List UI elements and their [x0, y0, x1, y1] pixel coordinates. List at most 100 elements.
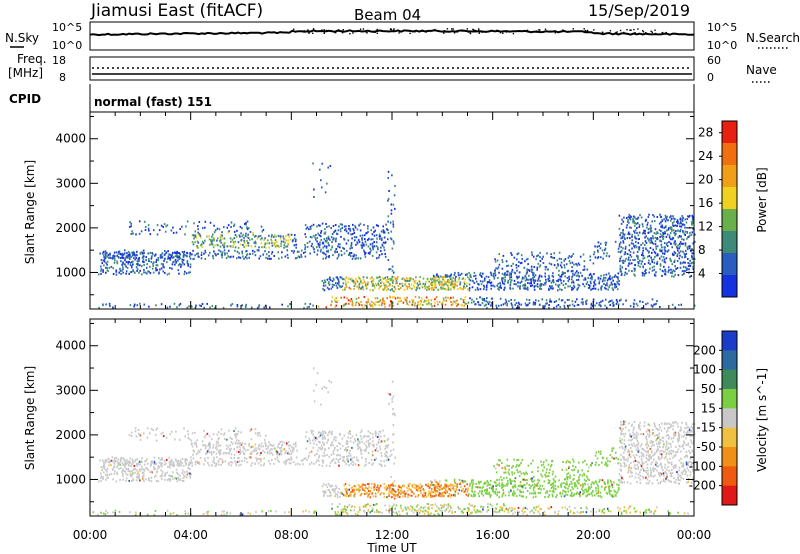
- velocity-cell: [392, 484, 395, 487]
- power-cell: [267, 239, 269, 242]
- power-cell: [223, 237, 226, 240]
- velocity-cell: [506, 464, 508, 467]
- velocity-cell: [361, 487, 364, 490]
- velocity-cell: [215, 452, 218, 455]
- velocity-cell: [318, 441, 321, 443]
- power-cell: [337, 282, 339, 285]
- power-cell: [584, 278, 587, 281]
- power-cell: [149, 272, 152, 275]
- power-cell: [343, 237, 345, 240]
- power-cell: [132, 251, 135, 254]
- velocity-cell: [342, 459, 344, 462]
- power-cell: [659, 257, 661, 260]
- power-cell: [515, 307, 518, 310]
- power-cell: [679, 230, 681, 233]
- power-cell: [622, 229, 624, 232]
- power-cell: [341, 278, 344, 281]
- velocity-cell: [163, 463, 166, 466]
- power-cell: [327, 235, 330, 238]
- power-cell: [361, 241, 364, 244]
- power-cell: [350, 252, 353, 254]
- power-cell: [163, 259, 165, 262]
- velocity-cell: [380, 452, 382, 455]
- power-cell: [465, 302, 468, 305]
- velocity-cell: [291, 446, 293, 449]
- velocity-cell: [544, 475, 547, 478]
- power-cell: [520, 261, 523, 264]
- power-cell: [620, 255, 623, 258]
- power-cell: [122, 268, 124, 271]
- velocity-cell: [386, 456, 389, 459]
- velocity-cell: [339, 447, 342, 450]
- velocity-cell: [248, 444, 250, 447]
- velocity-cell: [231, 438, 233, 440]
- power-cell: [243, 246, 245, 248]
- velocity-cell: [464, 480, 467, 483]
- velocity-cell: [136, 458, 139, 461]
- velocity-cell: [368, 483, 370, 486]
- power-cell: [196, 244, 198, 247]
- power-cell: [168, 253, 170, 256]
- velocity-cell: [161, 465, 163, 468]
- velocity-cell: [348, 452, 351, 455]
- power-cell: [627, 216, 630, 219]
- velocity-cell: [353, 485, 356, 488]
- power-cell: [424, 287, 426, 290]
- power-cell: [135, 253, 137, 256]
- velocity-cell: [339, 454, 341, 457]
- velocity-cell: [577, 471, 579, 473]
- power-cell: [323, 245, 326, 248]
- velocity-cell: [211, 464, 213, 467]
- power-cell: [654, 220, 656, 223]
- power-cell: [645, 272, 647, 274]
- velocity-cell: [125, 479, 127, 482]
- velocity-cell: [587, 490, 589, 493]
- velocity-cell: [208, 435, 211, 438]
- nsearch-dot: [586, 29, 589, 32]
- velocity-cell: [424, 494, 427, 497]
- power-cell: [424, 285, 426, 288]
- power-cell: [543, 306, 546, 309]
- velocity-cell: [504, 468, 507, 471]
- power-cell: [219, 239, 222, 242]
- power-cell: [153, 229, 155, 232]
- power-cell: [408, 300, 411, 303]
- velocity-cell: [548, 481, 551, 484]
- power-cell: [450, 296, 452, 299]
- velocity-cell: [360, 485, 363, 488]
- velocity-cell: [169, 462, 172, 465]
- power-cell: [201, 240, 204, 243]
- velocity-cell: [106, 476, 109, 479]
- velocity-cell: [344, 448, 347, 451]
- velocity-cell: [222, 460, 224, 463]
- power-cell: [650, 256, 652, 259]
- power-cell: [449, 288, 452, 291]
- velocity-cell: [234, 433, 236, 436]
- power-cell: [161, 255, 164, 258]
- velocity-cell: [599, 495, 601, 498]
- velocity-cell: [567, 476, 569, 479]
- power-cell: [504, 280, 506, 283]
- power-cell: [448, 279, 450, 282]
- power-cell: [683, 223, 686, 226]
- velocity-cell: [291, 450, 294, 453]
- power-cell: [639, 300, 641, 303]
- power-cell: [674, 224, 677, 227]
- power-cell: [359, 280, 362, 283]
- power-cell: [674, 240, 676, 243]
- power-cell: [691, 257, 694, 260]
- velocity-cell: [374, 449, 377, 452]
- power-cell: [654, 252, 657, 255]
- velocity-cell: [385, 459, 388, 462]
- power-cell: [362, 286, 364, 289]
- velocity-cell: [443, 495, 445, 498]
- power-cell: [158, 271, 160, 274]
- power-cell: [366, 302, 369, 305]
- power-cell: [586, 281, 589, 284]
- velocity-cell: [373, 445, 375, 448]
- velocity-cell: [332, 450, 335, 453]
- velocity-cell: [178, 463, 181, 466]
- power-cell: [337, 245, 339, 248]
- velocity-cell: [545, 491, 547, 494]
- power-cell: [656, 245, 659, 248]
